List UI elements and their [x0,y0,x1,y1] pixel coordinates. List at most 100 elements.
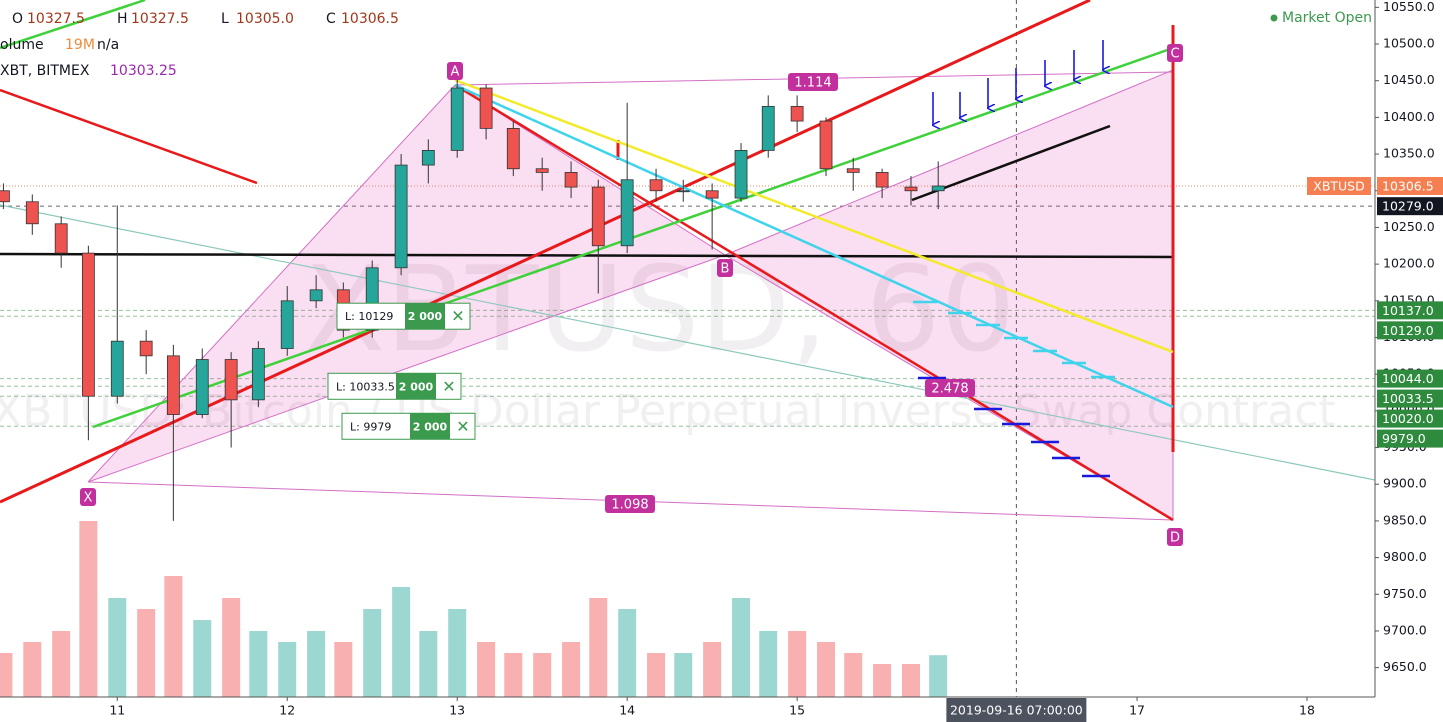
x-tick-label: 18 [1299,703,1315,718]
y-tick-label: 9650.0 [1383,659,1427,674]
order-box [341,412,476,440]
candle-body [479,87,493,129]
volume-bar [448,609,467,697]
price-label-box [1377,429,1443,448]
candle-body [394,164,408,269]
candle-body [195,359,209,415]
volume-bar [759,631,778,697]
order-cancel[interactable]: ✕ [456,417,469,436]
order-cancel[interactable]: ✕ [442,377,455,396]
watermark-description: XBTUSD: Bitcoin / US Dollar Perpetual In… [0,386,1336,437]
volume-bar [363,609,382,697]
candle-body [931,185,945,192]
y-tick-label: 9700.0 [1383,622,1427,637]
trend-line-black [0,252,1174,259]
legend-item: L [221,11,229,27]
order-line: L: 10129 2 000 ✕ [336,302,471,330]
price-label: 10020.0 [1382,411,1434,426]
legend-volume: 19M [65,37,95,53]
pattern-label: 1.098 [611,498,648,513]
order-label: L: 9979 [350,420,391,433]
volume-bar [504,653,523,697]
volume-bar [477,642,496,697]
x-tick-label: 17 [1129,703,1145,718]
trend-line-red [0,88,258,185]
volume-bar [817,642,836,697]
volume-bar [647,653,666,697]
y-tick-label: 9800.0 [1383,549,1427,564]
candle-body [139,340,153,357]
volume-bar [392,587,411,697]
legend-item: 10327.5 [27,11,85,27]
order-line: L: 10033.5 2 000 ✕ [327,372,462,400]
volume-bar [873,664,892,697]
pattern-label-box [1167,528,1183,546]
pattern-label: 1.114 [794,76,831,91]
pattern-label-box [788,73,838,91]
price-label-box [1377,301,1443,320]
trend-line-cyan [454,83,1174,409]
volume-bar [222,598,241,697]
price-label-box [1377,389,1443,408]
pattern-label: C [1170,47,1179,62]
y-tick-label: 10400.0 [1383,109,1435,124]
candle-body [0,190,10,203]
legend-item: C [326,11,336,27]
candle-body [649,179,663,192]
price-label: 10129.0 [1382,323,1434,338]
pattern-label: 2.478 [931,382,968,397]
volume-bar [164,576,183,697]
x-tick-label: 12 [279,703,295,718]
y-tick-label: 9850.0 [1383,512,1427,527]
candle-body [251,348,265,401]
y-tick-label: 10500.0 [1383,36,1435,51]
volume-bar [52,631,71,697]
pattern-label: B [721,262,730,277]
order-qty: 2 000 [413,420,448,433]
candle-body [421,150,435,166]
volume-bar [79,521,98,697]
y-tick-label: 9750.0 [1383,586,1427,601]
price-label: 10033.5 [1382,391,1434,406]
order-qty-box [410,413,450,440]
volume-bar [703,642,722,697]
legend-item: H [117,11,128,27]
price-label: 10044.0 [1382,371,1434,386]
candle-body [705,190,719,199]
y-tick-label: 10450.0 [1383,72,1435,87]
volume-bar [732,598,751,697]
pattern-label: X [84,491,93,506]
y-tick-label: 9900.0 [1383,476,1427,491]
candle-body [676,190,690,193]
volume-bar [419,631,438,697]
y-tick-label: 10250.0 [1383,219,1435,234]
symbol-label: XBTUSD [1313,178,1364,193]
order-box [327,372,462,400]
volume-bar [334,642,353,697]
price-label-box [1377,409,1443,428]
volume-bar [589,598,608,697]
candle-body [819,120,833,170]
status-dot [1270,14,1278,22]
volume-bar [137,609,156,697]
trend-line-yellow [454,78,1174,354]
crosshair-label-box [946,698,1087,722]
order-cancel[interactable]: ✕ [451,307,464,326]
order-qty-box [396,373,436,400]
volume-bar [278,642,297,697]
crosshair-label: 2019-09-16 07:00:00 [950,703,1083,718]
legend-item: 10306.5 [341,11,399,27]
trend-line-teal [0,204,1376,481]
volume-bar [249,631,268,697]
candle-body [591,186,605,247]
legend-symbol-price: 10303.25 [110,63,177,79]
price-label-box [1377,369,1443,388]
candle-body [54,223,68,254]
pattern-label-box [605,495,655,513]
legend-volume-ma: n/a [97,37,119,53]
y-tick-label: 10550.0 [1383,0,1435,14]
pattern-label: A [451,65,460,80]
y-tick-label: 10350.0 [1383,146,1435,161]
volume-bar [0,653,13,697]
